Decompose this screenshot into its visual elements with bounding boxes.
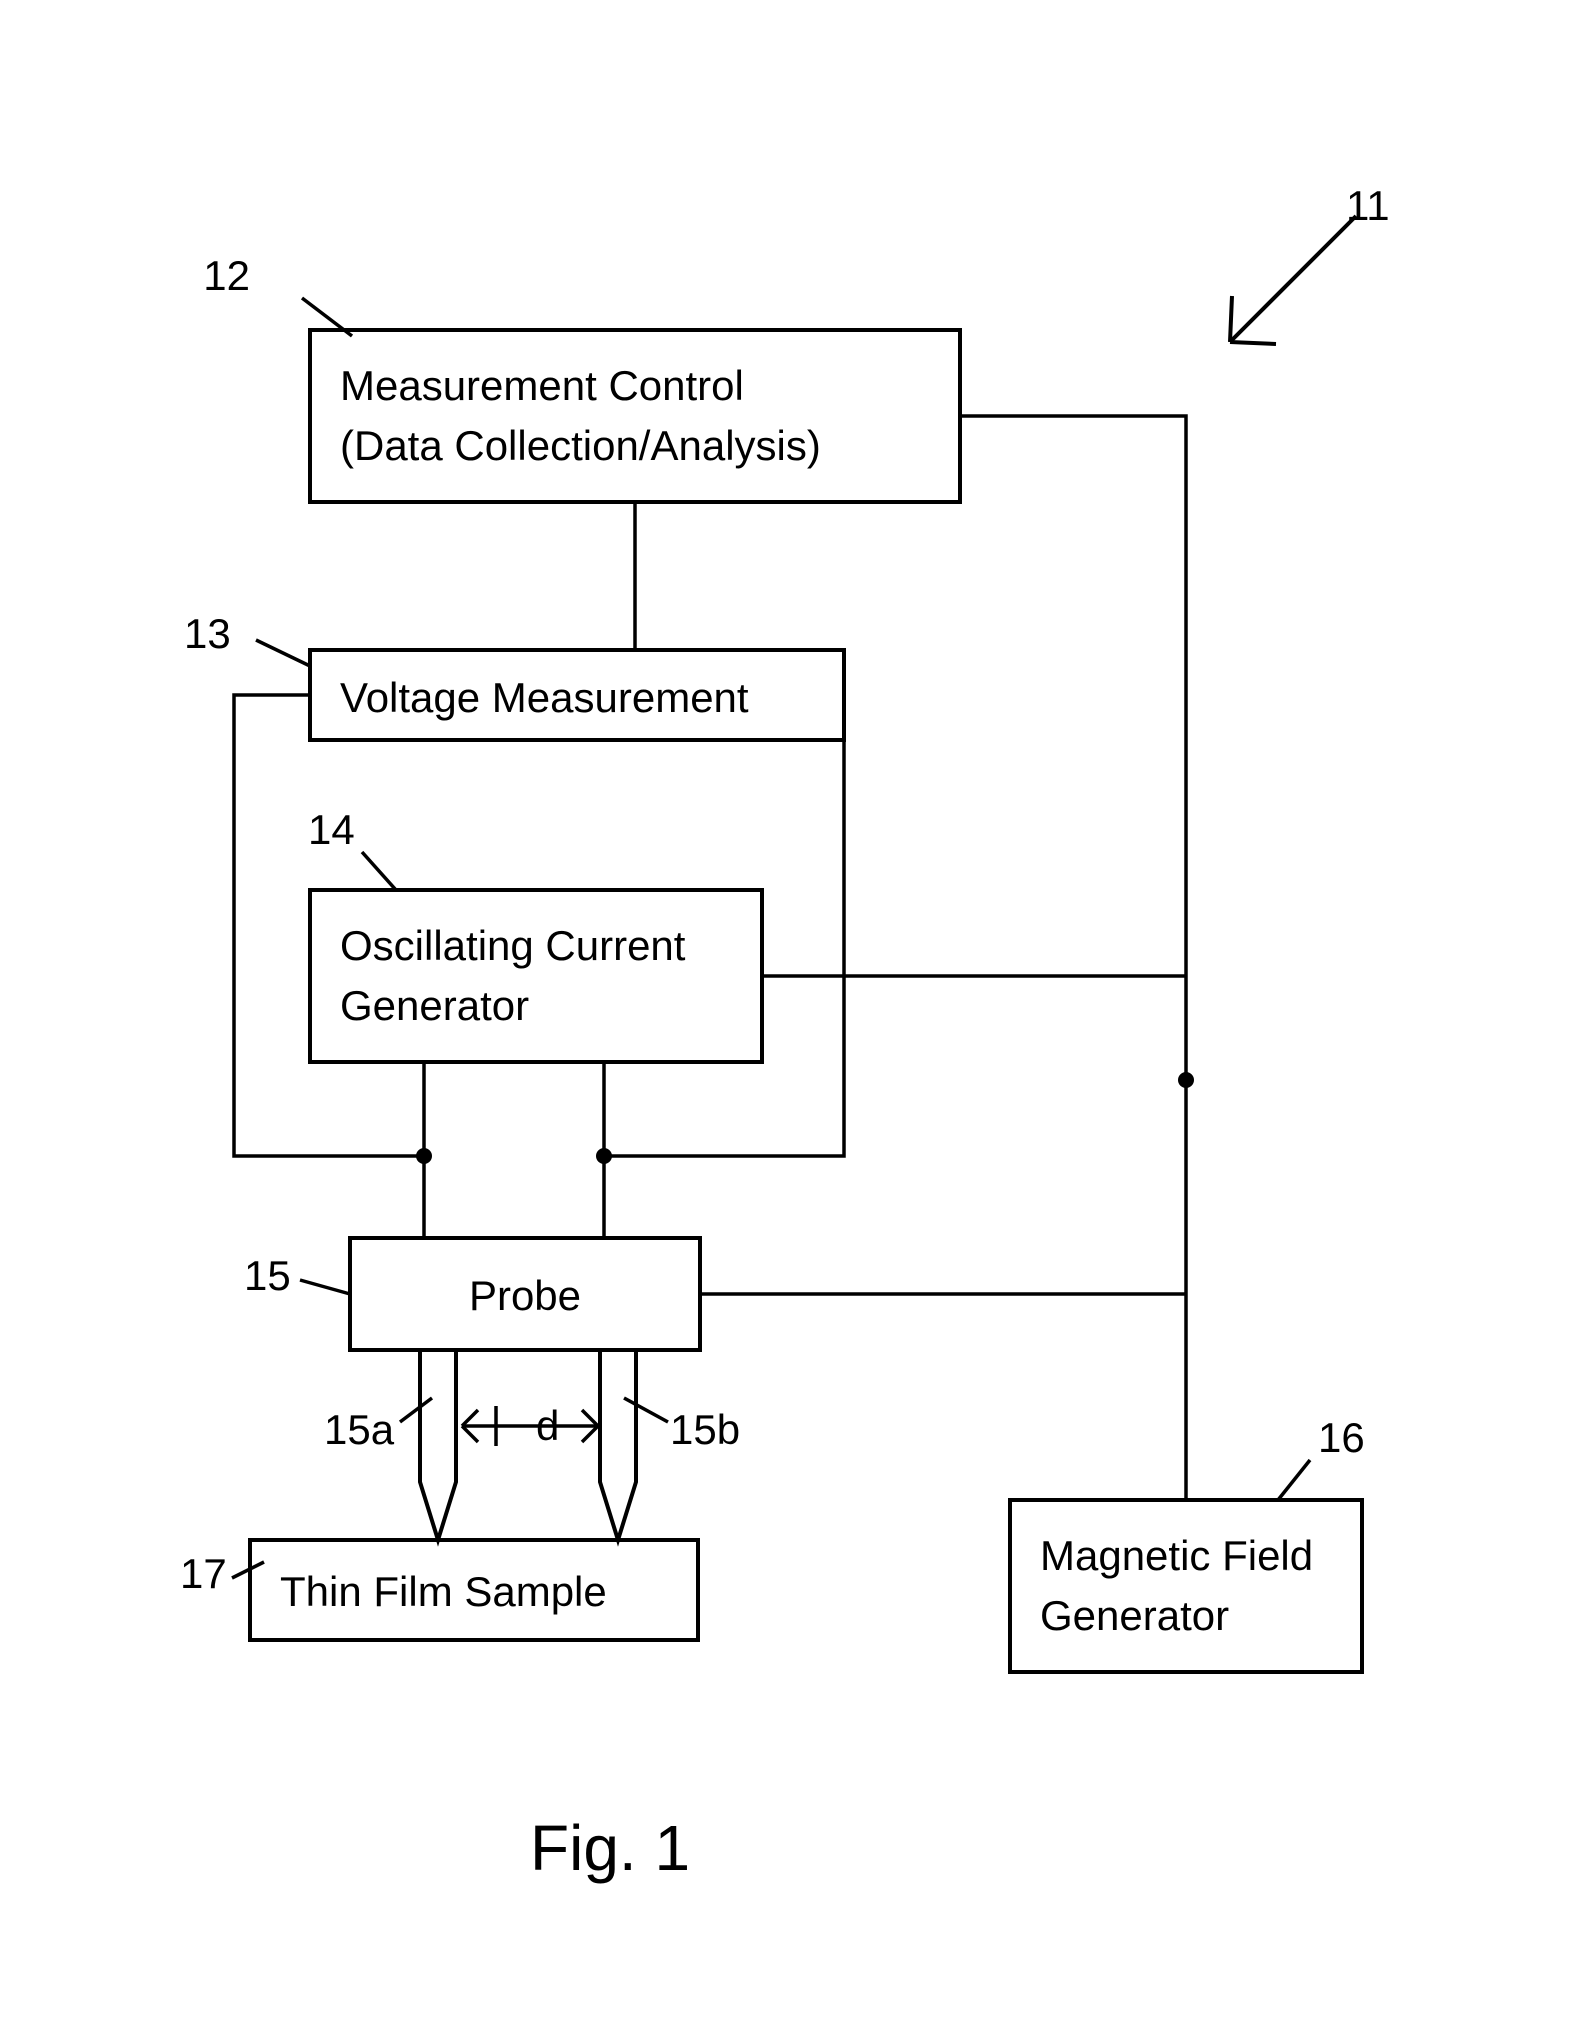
ref-16: 16 [1318,1414,1365,1461]
ref-12: 12 [203,252,250,299]
wire-right-bus-main [960,416,1186,1500]
probe-tip-15b [600,1350,636,1540]
ref-15b: 15b [670,1406,740,1453]
ref-15a: 15a [324,1406,395,1453]
leader-line [300,1280,350,1294]
block-16-line1: Magnetic Field [1040,1532,1313,1579]
probe-tip-15a [420,1350,456,1540]
block-oscillating-current-generator [310,890,762,1062]
ref-15: 15 [244,1252,291,1299]
block-measurement-control [310,330,960,502]
leader-line [362,852,396,890]
ref-11: 11 [1346,182,1390,229]
block-16-line2: Generator [1040,1592,1229,1639]
block-12-line1: Measurement Control [340,362,744,409]
ref-14: 14 [308,806,355,853]
distance-label: d [536,1402,559,1449]
node-bus [1178,1072,1194,1088]
block-magnetic-field-generator [1010,1500,1362,1672]
ref-13: 13 [184,610,231,657]
block-17-text: Thin Film Sample [280,1568,607,1615]
leader-line [256,640,310,666]
block-12-line2: (Data Collection/Analysis) [340,422,821,469]
ref-17: 17 [180,1550,227,1597]
leader-line [1278,1460,1310,1500]
arrow-11 [1230,216,1356,342]
block-14-line1: Oscillating Current [340,922,686,969]
block-14-line2: Generator [340,982,529,1029]
figure-caption: Fig. 1 [530,1812,690,1884]
block-15-text: Probe [469,1272,581,1319]
block-13-text: Voltage Measurement [340,674,749,721]
